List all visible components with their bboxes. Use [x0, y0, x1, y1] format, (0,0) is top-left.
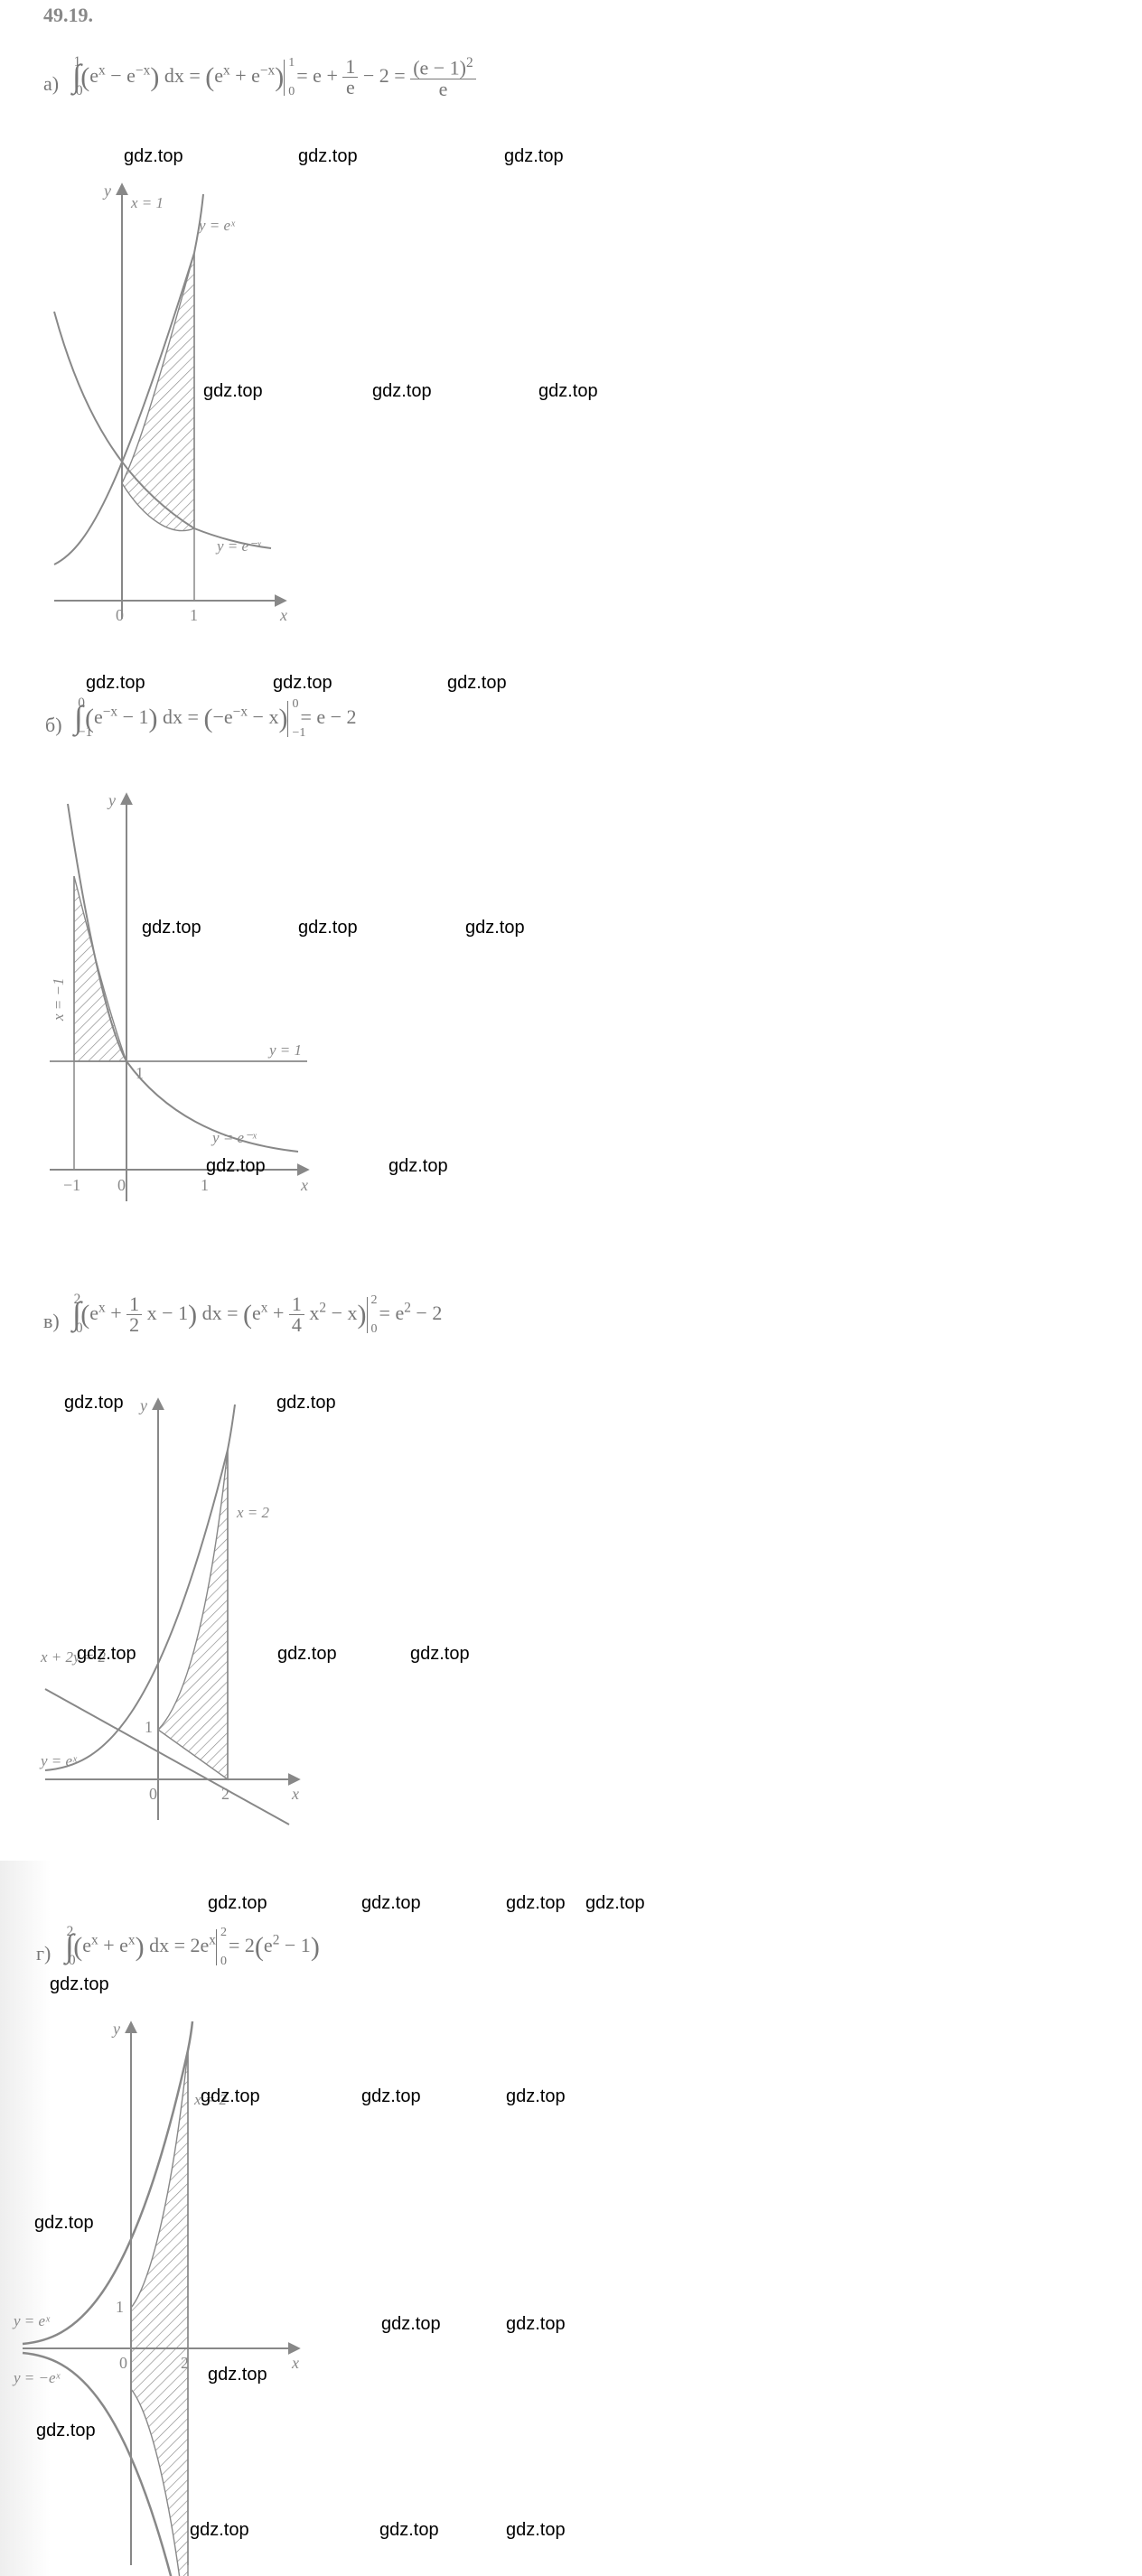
- svg-text:y = 1: y = 1: [267, 1041, 302, 1059]
- watermark: gdz.top: [298, 146, 358, 167]
- svg-text:y = eˣ: y = eˣ: [12, 2312, 51, 2329]
- svg-text:y: y: [102, 182, 111, 200]
- watermark: gdz.top: [298, 918, 358, 938]
- svg-text:x = −1: x = −1: [50, 978, 67, 1022]
- watermark: gdz.top: [77, 1644, 136, 1665]
- part-b-graph: x y −1 0 1 1 y = 1 x = −1 y = e⁻ˣ: [36, 786, 316, 1228]
- watermark: gdz.top: [506, 2086, 566, 2107]
- watermark: gdz.top: [208, 2365, 267, 2385]
- part-g-label: г): [36, 1942, 51, 1965]
- svg-text:−1: −1: [63, 1176, 80, 1194]
- part-g-equation: ∫02(ex + ex) dx = 2ex20 = 2(e2 − 1): [65, 1924, 320, 1969]
- svg-text:1: 1: [116, 2298, 124, 2316]
- watermark: gdz.top: [361, 1893, 421, 1914]
- watermark: gdz.top: [190, 2520, 249, 2541]
- svg-text:x: x: [291, 1785, 299, 1803]
- svg-text:0: 0: [117, 1176, 126, 1194]
- watermark: gdz.top: [142, 918, 201, 938]
- watermark: gdz.top: [50, 1974, 109, 1995]
- problem-number: 49.19.: [43, 4, 93, 27]
- watermark: gdz.top: [504, 146, 564, 167]
- part-v-equation: ∫02(ex + 12 x − 1) dx = (ex + 14 x2 − x)…: [72, 1292, 442, 1337]
- svg-text:x = 2: x = 2: [236, 1504, 270, 1521]
- svg-text:y = eˣ: y = eˣ: [39, 1752, 78, 1769]
- svg-text:x: x: [291, 2354, 299, 2372]
- svg-text:0: 0: [149, 1785, 157, 1803]
- part-b-label: б): [45, 714, 62, 737]
- watermark: gdz.top: [64, 1393, 124, 1414]
- part-v-label: в): [43, 1310, 60, 1333]
- watermark: gdz.top: [465, 918, 525, 938]
- watermark: gdz.top: [206, 1156, 266, 1177]
- part-g-graph: x y 0 2 1 x = 2 y = eˣ y = −eˣ: [9, 2014, 307, 2576]
- svg-text:x: x: [300, 1176, 308, 1194]
- watermark: gdz.top: [381, 2314, 441, 2335]
- watermark: gdz.top: [34, 2213, 94, 2234]
- watermark: gdz.top: [506, 1893, 566, 1914]
- svg-text:1: 1: [190, 606, 198, 624]
- svg-text:1: 1: [145, 1718, 153, 1736]
- watermark: gdz.top: [379, 2520, 439, 2541]
- svg-text:y = −eˣ: y = −eˣ: [12, 2369, 61, 2386]
- watermark: gdz.top: [208, 1893, 267, 1914]
- watermark: gdz.top: [447, 673, 507, 694]
- watermark: gdz.top: [585, 1893, 645, 1914]
- part-a-graph: x y 0 1 x = 1 y = eˣ y = e⁻ˣ: [36, 176, 289, 646]
- svg-text:y: y: [111, 2020, 120, 2038]
- watermark: gdz.top: [203, 381, 263, 402]
- svg-text:y: y: [107, 791, 116, 809]
- watermark: gdz.top: [276, 1393, 336, 1414]
- part-v-graph: x y 0 2 1 x = 2 x + 2y = 2 y = eˣ: [27, 1391, 307, 1838]
- watermark: gdz.top: [86, 673, 145, 694]
- watermark: gdz.top: [506, 2314, 566, 2335]
- svg-text:y = e⁻ˣ: y = e⁻ˣ: [211, 1129, 257, 1146]
- svg-text:0: 0: [116, 606, 124, 624]
- watermark: gdz.top: [361, 2086, 421, 2107]
- watermark: gdz.top: [372, 381, 432, 402]
- svg-text:y = eˣ: y = eˣ: [197, 217, 236, 234]
- watermark: gdz.top: [36, 2421, 96, 2441]
- watermark: gdz.top: [201, 2086, 260, 2107]
- svg-text:x: x: [279, 606, 287, 624]
- part-b-equation: ∫−10(e−x − 1) dx = (−e−x − x)0−1 = e − 2: [74, 695, 357, 741]
- watermark: gdz.top: [277, 1644, 337, 1665]
- watermark: gdz.top: [538, 381, 598, 402]
- svg-text:y: y: [138, 1396, 147, 1414]
- watermark: gdz.top: [124, 146, 183, 167]
- part-a-label: а): [43, 72, 59, 96]
- watermark: gdz.top: [388, 1156, 448, 1177]
- part-a-equation: ∫01(ex − e−x) dx = (ex + e−x)10 = e + 1e…: [72, 54, 476, 99]
- page: 49.19. а) ∫01(ex − e−x) dx = (ex + e−x)1…: [0, 0, 1142, 2576]
- watermark: gdz.top: [273, 673, 332, 694]
- svg-text:y = e⁻ˣ: y = e⁻ˣ: [215, 537, 262, 555]
- watermark: gdz.top: [410, 1644, 470, 1665]
- watermark: gdz.top: [506, 2520, 566, 2541]
- svg-text:1: 1: [201, 1176, 209, 1194]
- svg-text:0: 0: [119, 2354, 127, 2372]
- svg-text:x = 1: x = 1: [130, 194, 164, 211]
